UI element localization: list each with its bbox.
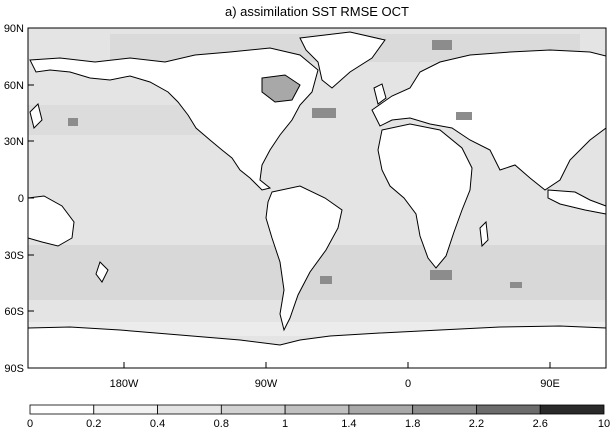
lon-label-180w: 180W [110, 378, 139, 390]
colorbar-tick-label: 2.6 [533, 418, 548, 430]
lat-label-30n: 30N [4, 136, 24, 148]
colorbar-swatch-0 [29, 404, 95, 415]
colorbar-swatch-4 [284, 404, 350, 415]
lon-label-90e: 90E [540, 378, 560, 390]
agulhas-hotspot [430, 270, 452, 280]
lat-label-60s: 60S [4, 306, 24, 318]
colorbar-tick-label: 0.8 [214, 418, 229, 430]
japan-islands [29, 103, 43, 129]
australia-landmass [27, 195, 75, 247]
colorbar-tick-label: 0.4 [150, 418, 165, 430]
greenland-landmass [299, 31, 386, 89]
lat-label-0: 0 [18, 193, 24, 205]
high-error-hotspots [68, 40, 522, 288]
map-panel [27, 27, 607, 369]
colorbar-swatch-7 [476, 404, 541, 415]
latitude-labels: 90N 60N 30N 0 30S 60S 90S [4, 23, 24, 375]
colorbar-swatch-5 [348, 404, 414, 415]
lon-label-0: 0 [405, 378, 411, 390]
mediterranean-hotspot [456, 112, 472, 120]
colorbar: 0 0.2 0.4 0.8 1 1.4 1.8 2.2 2.6 10 [27, 404, 610, 430]
colorbar-tick-label: 10 [598, 418, 610, 430]
madagascar-island [479, 220, 489, 248]
indian-ocean-hotspot [510, 282, 522, 288]
longitude-labels: 180W 90W 0 90E [110, 378, 560, 390]
lat-label-60n: 60N [4, 80, 24, 92]
kuroshio-hotspot [68, 118, 78, 126]
lat-label-90n: 90N [4, 23, 24, 35]
colorbar-swatch-2 [157, 404, 222, 415]
lat-label-90s: 90S [4, 363, 24, 375]
colorbar-tick-label: 1 [282, 418, 288, 430]
lon-label-90w: 90W [255, 378, 278, 390]
british-isles [373, 83, 387, 105]
north-atlantic-hotspot [432, 40, 452, 50]
colorbar-tick-label: 0.2 [86, 418, 101, 430]
longitude-ticks [123, 362, 551, 368]
colorbar-tick-label: 1.8 [405, 418, 420, 430]
colorbar-tick-label: 1.4 [341, 418, 356, 430]
gulf-stream-hotspot [312, 108, 336, 118]
latitude-ticks [28, 27, 34, 369]
colorbar-tick-label: 0 [27, 418, 33, 430]
africa-landmass [377, 123, 473, 269]
colorbar-tick-label: 2.2 [469, 418, 484, 430]
colorbar-swatch-3 [220, 404, 286, 415]
colorbar-swatch-6 [412, 404, 477, 415]
new-zealand-islands [95, 261, 109, 283]
colorbar-swatch-1 [93, 404, 158, 415]
hudson-bay [261, 74, 301, 103]
lat-label-30s: 30S [4, 250, 24, 262]
south-america-landmass [265, 185, 343, 332]
north-america-landmass [29, 47, 319, 191]
map-title: a) assimilation SST RMSE OCT [225, 4, 409, 19]
brazil-malvinas-hotspot [320, 276, 332, 284]
eurasia-landmass [371, 49, 607, 191]
colorbar-swatch-8 [539, 404, 605, 415]
